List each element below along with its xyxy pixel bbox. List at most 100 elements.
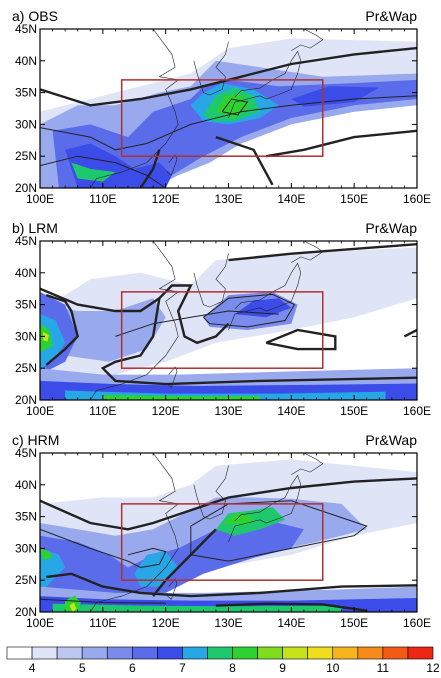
coastline bbox=[90, 241, 179, 400]
region-box bbox=[120, 79, 324, 157]
shading-region bbox=[291, 86, 380, 107]
shading-region bbox=[40, 314, 66, 369]
colorbar-swatch bbox=[6, 646, 33, 660]
lat-tick-label: 40N bbox=[15, 54, 37, 68]
panel-label: c) HRM bbox=[12, 432, 59, 448]
map-area bbox=[40, 241, 417, 400]
colorbar-swatch bbox=[357, 646, 384, 660]
lat-tick-label: 30N bbox=[15, 541, 37, 555]
colorbar-swatch bbox=[232, 646, 258, 660]
lon-tick-label: 160E bbox=[403, 404, 431, 418]
colorbar-swatch bbox=[307, 646, 334, 660]
colorbar-label: 9 bbox=[279, 661, 286, 675]
region-box bbox=[120, 291, 324, 369]
contour-thick bbox=[265, 129, 417, 158]
contour-thick bbox=[46, 572, 417, 598]
lon-tick-label: 110E bbox=[89, 616, 116, 630]
shading-region bbox=[52, 79, 417, 188]
coastline bbox=[166, 366, 178, 388]
coastline bbox=[90, 453, 179, 612]
contour-thin bbox=[203, 293, 296, 328]
colorbar-swatch bbox=[257, 646, 283, 660]
colorbar-label: 12 bbox=[426, 661, 440, 675]
colorbar-swatch bbox=[332, 646, 359, 660]
contour-thin bbox=[40, 598, 166, 604]
lat-tick-label: 20N bbox=[15, 393, 37, 407]
lon-tick-label: 130E bbox=[214, 616, 242, 630]
colorbar-swatch bbox=[182, 646, 208, 660]
coastline bbox=[102, 187, 107, 188]
region-box bbox=[120, 503, 324, 581]
shading-region bbox=[102, 394, 260, 400]
contour-thin bbox=[40, 155, 166, 188]
panel-hrm: 100E 110E 120E 130E 140E 150E 160E 45N 40N 35N 30N… bbox=[12, 432, 431, 630]
lat-tick-label: 45N bbox=[15, 446, 37, 460]
contour-thick bbox=[403, 328, 417, 338]
coastline bbox=[166, 154, 178, 176]
colorbar-label: 5 bbox=[79, 661, 86, 675]
lat-tick-label: 45N bbox=[15, 234, 37, 248]
coastline bbox=[90, 29, 179, 188]
colorbar-label: 4 bbox=[29, 661, 36, 675]
contour-thick bbox=[265, 328, 337, 351]
coastline bbox=[102, 399, 107, 400]
lon-tick-label: 100E bbox=[26, 616, 54, 630]
colorbar-label: 8 bbox=[229, 661, 236, 675]
shading-region bbox=[40, 548, 66, 593]
colorbar-label: 7 bbox=[179, 661, 186, 675]
lat-tick-label: 20N bbox=[15, 605, 37, 619]
lat-tick-label: 25N bbox=[15, 361, 37, 375]
shading-region bbox=[43, 331, 49, 342]
colorbar-swatch bbox=[407, 646, 434, 660]
map-area bbox=[40, 29, 417, 188]
panel-right-label: Pr&Wap bbox=[365, 220, 417, 236]
lat-tick-label: 30N bbox=[15, 329, 37, 343]
lon-tick-label: 160E bbox=[403, 192, 431, 206]
contour-thick bbox=[215, 602, 367, 612]
panel-right-label: Pr&Wap bbox=[365, 432, 417, 448]
shading-region bbox=[222, 512, 254, 526]
colorbar-swatch bbox=[31, 646, 58, 660]
contour-thin bbox=[190, 500, 368, 562]
colorbar-label: 6 bbox=[129, 661, 136, 675]
lat-tick-label: 40N bbox=[15, 266, 37, 280]
colorbar: 4 5 6 7 8 9 10 11 12 bbox=[6, 646, 440, 675]
panel-lrm: 100E 110E 120E 130E 140E 150E 160E 45N 40N 35N 30N… bbox=[12, 220, 431, 418]
colorbar-swatch bbox=[207, 646, 233, 660]
contour-thick bbox=[158, 284, 230, 345]
lon-tick-label: 130E bbox=[214, 404, 242, 418]
panel-obs: 100E 110E 120E 130E 140E 150E 160E 45N 40N 35N 30N… bbox=[12, 8, 431, 206]
lon-tick-label: 160E bbox=[403, 616, 431, 630]
lat-tick-label: 20N bbox=[15, 181, 37, 195]
lat-tick-label: 35N bbox=[15, 298, 37, 312]
colorbar-swatch bbox=[157, 646, 183, 660]
panel-label: a) OBS bbox=[12, 8, 58, 24]
map-area bbox=[40, 453, 417, 612]
lon-tick-label: 150E bbox=[340, 404, 368, 418]
lon-tick-label: 100E bbox=[26, 192, 54, 206]
contour-thin bbox=[221, 98, 249, 116]
contour-thick bbox=[40, 287, 417, 386]
colorbar-label: 10 bbox=[326, 661, 340, 675]
coastline bbox=[291, 453, 324, 475]
lat-tick-label: 25N bbox=[15, 149, 37, 163]
lat-tick-label: 40N bbox=[15, 478, 37, 492]
shading-region bbox=[215, 507, 286, 536]
lat-tick-label: 35N bbox=[15, 510, 37, 524]
colorbar-swatch bbox=[282, 646, 309, 660]
contour-thin bbox=[40, 95, 417, 151]
contour-thin bbox=[115, 310, 279, 337]
lat-tick-label: 45N bbox=[15, 22, 37, 36]
lon-tick-label: 150E bbox=[340, 616, 368, 630]
coastline bbox=[166, 578, 178, 600]
lon-tick-label: 150E bbox=[340, 192, 368, 206]
lon-tick-label: 140E bbox=[277, 404, 305, 418]
lon-tick-label: 110E bbox=[89, 192, 116, 206]
lon-tick-label: 120E bbox=[152, 192, 180, 206]
contour-thick bbox=[40, 46, 417, 107]
contour-thick bbox=[40, 477, 417, 531]
colorbar-label: 11 bbox=[377, 661, 390, 675]
colorbar-swatch bbox=[81, 646, 108, 660]
lon-tick-label: 140E bbox=[277, 192, 305, 206]
